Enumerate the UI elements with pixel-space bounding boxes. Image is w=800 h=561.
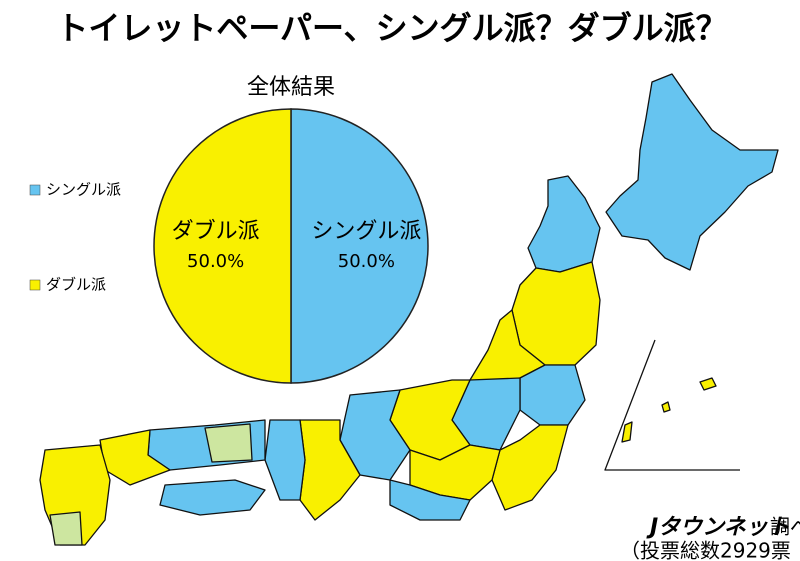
slice-label: シングル派 (311, 219, 421, 244)
legend-label: ダブル派 (46, 276, 106, 294)
source-suffix: 調べ (770, 515, 800, 539)
slice-value-label: 50.0% (187, 251, 244, 272)
chart-subtitle: 全体結果 (247, 75, 335, 100)
chart-title: トイレットペーパー、シングル派？ダブル派？ (56, 9, 727, 47)
pie-slice (290, 108, 429, 384)
slice-label: ダブル派 (172, 219, 260, 244)
legend-swatch (29, 184, 41, 196)
pie-slice (153, 108, 292, 384)
japan-map (39, 73, 779, 546)
source-note: （投票総数2929票 (620, 539, 791, 561)
pie: シングル派 50.0% ダブル派 50.0% (153, 108, 429, 384)
legend-swatch (29, 279, 41, 291)
legend-label: シングル派 (46, 181, 121, 199)
source-brand: Jタウンネット (646, 515, 790, 540)
slice-value-label: 50.0% (338, 251, 395, 272)
